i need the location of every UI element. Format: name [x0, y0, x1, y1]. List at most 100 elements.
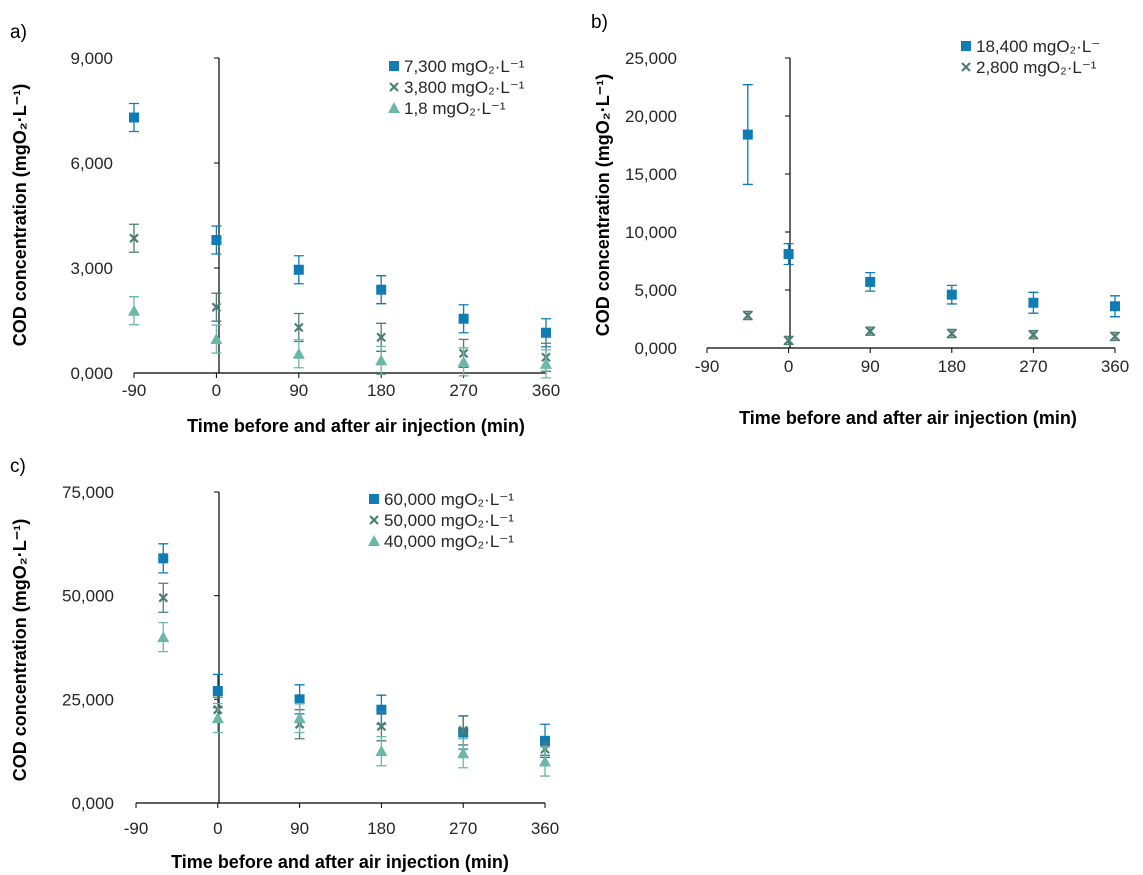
x-tick-label: 0 — [212, 381, 221, 400]
legend-marker — [389, 61, 399, 71]
legend-marker — [961, 41, 971, 51]
data-point — [129, 233, 139, 244]
data-point — [458, 725, 468, 736]
x-tick-label: 0 — [213, 819, 222, 838]
data-point — [375, 745, 388, 757]
data-point — [783, 249, 794, 260]
x-tick-label: 360 — [531, 819, 559, 838]
y-tick-label: 0,000 — [71, 794, 114, 813]
data-point — [865, 276, 876, 287]
y-tick-label: 0,000 — [70, 364, 113, 383]
y-tick-label: 6,000 — [70, 154, 113, 173]
data-point — [158, 592, 169, 603]
x-tick-label: 270 — [449, 819, 477, 838]
data-point — [457, 355, 470, 367]
y-tick-label: 3,000 — [70, 259, 113, 278]
data-point — [1028, 297, 1039, 308]
legend-marker — [369, 494, 379, 504]
data-point — [1110, 331, 1120, 342]
y-tick-label: 25,000 — [62, 690, 114, 709]
data-point — [129, 112, 139, 123]
data-point — [743, 310, 753, 321]
panel-label: b) — [591, 12, 608, 33]
data-point — [783, 335, 794, 346]
x-tick-label: 360 — [1101, 357, 1129, 376]
data-point — [211, 711, 224, 723]
x-tick-label: -90 — [124, 819, 149, 838]
data-point — [947, 328, 957, 339]
y-tick-label: 15,000 — [625, 165, 677, 184]
series-2 — [158, 582, 550, 756]
panel-label: a) — [10, 22, 27, 43]
panel-label: c) — [10, 456, 26, 477]
y-tick-label: 5,000 — [634, 281, 677, 300]
data-point — [212, 686, 223, 697]
x-tick-label: 0 — [784, 357, 793, 376]
data-point — [293, 264, 304, 275]
series-3 — [128, 296, 552, 379]
data-point — [946, 289, 957, 300]
panel-c: c) 0,000 25,000 50,000 75,000 -90 0 90 180 270 360… — [10, 456, 559, 872]
data-point — [540, 357, 552, 369]
series-1 — [129, 102, 551, 348]
x-tick-label: 270 — [449, 381, 477, 400]
data-point — [742, 129, 753, 140]
x-tick-label: -90 — [122, 381, 147, 400]
data-point — [1110, 301, 1120, 312]
x-tick-label: -90 — [695, 357, 720, 376]
series-1 — [742, 84, 1120, 318]
data-point — [458, 313, 469, 324]
data-point — [211, 302, 222, 312]
data-point — [457, 747, 470, 759]
legend-marker — [388, 102, 400, 113]
legend-entry: 3,800 mgO₂·L⁻¹ — [404, 78, 525, 97]
x-tick-label: 90 — [290, 819, 309, 838]
legend-marker — [389, 82, 399, 92]
data-point — [376, 332, 386, 343]
y-tick-label: 0,000 — [634, 339, 677, 358]
x-axis-label: Time before and after air injection (min… — [739, 408, 1077, 428]
x-tick-label: 180 — [367, 819, 395, 838]
series-1 — [158, 543, 550, 759]
data-point — [376, 704, 387, 715]
panel-a: a) 0,000 3,000 6,000 9,000 -90 0 90 180 270 360 Tim… — [10, 22, 560, 436]
x-axis-label: Time before and after air injection (min… — [187, 416, 525, 436]
x-tick-label: 360 — [532, 381, 560, 400]
y-tick-label: 25,000 — [625, 49, 677, 68]
data-point — [128, 304, 140, 316]
data-point — [541, 327, 551, 338]
data-point — [294, 694, 305, 705]
x-tick-label: 270 — [1019, 357, 1047, 376]
y-tick-label: 9,000 — [70, 49, 113, 68]
series-2 — [742, 310, 1120, 346]
data-point — [1028, 329, 1039, 340]
y-axis-label: COD concentration (mgO₂·L⁻¹) — [10, 519, 30, 782]
series-3 — [157, 621, 551, 777]
data-point — [210, 333, 223, 345]
legend-marker — [368, 535, 380, 546]
legend-entry: 1,8 mgO₂·L⁻¹ — [404, 99, 506, 118]
x-axis-label: Time before and after air injection (min… — [171, 852, 509, 872]
data-point — [211, 235, 222, 245]
x-tick-label: 180 — [938, 357, 966, 376]
y-tick-label: 75,000 — [62, 483, 114, 502]
legend-marker — [961, 62, 971, 72]
legend-entry: 50,000 mgO₂·L⁻¹ — [384, 511, 514, 530]
legend-marker — [369, 515, 379, 525]
x-tick-label: 90 — [861, 357, 880, 376]
x-tick-label: 90 — [289, 381, 308, 400]
data-point — [375, 354, 388, 366]
y-tick-label: 20,000 — [625, 107, 677, 126]
legend-entry: 60,000 mgO₂·L⁻¹ — [384, 490, 514, 509]
data-point — [294, 322, 304, 333]
legend-entry: 7,300 mgO₂·L⁻¹ — [404, 57, 525, 76]
data-point — [292, 347, 305, 359]
data-point — [293, 711, 306, 723]
series-2 — [129, 223, 551, 372]
data-point — [865, 326, 875, 336]
data-point — [376, 284, 387, 295]
legend-entry: 40,000 mgO₂·L⁻¹ — [384, 532, 514, 551]
panel-b: b) 0,000 5,000 10,000 15,000 20,000 25,000 -90 0… — [591, 12, 1129, 428]
y-axis-label: COD concentration (mgO₂·L⁻¹) — [593, 74, 613, 337]
y-axis-label: COD concentration (mgO₂·L⁻¹) — [10, 84, 30, 347]
